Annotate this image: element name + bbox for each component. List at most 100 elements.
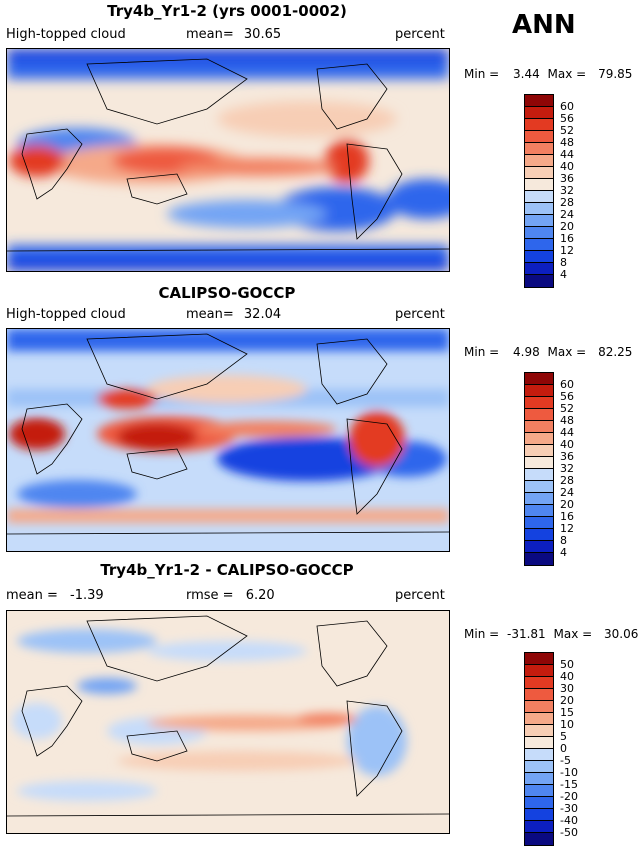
colorbar-swatch <box>525 191 553 203</box>
colorbar-swatch <box>525 749 553 761</box>
colorbar-label: 12 <box>560 244 574 257</box>
colorbar-label: 4 <box>560 268 567 281</box>
colorbar-swatch <box>525 373 553 385</box>
panel-1-minmax: Min = 3.44 Max = 79.85 <box>464 67 632 81</box>
colorbar-swatch <box>525 665 553 677</box>
colorbar-swatch <box>525 737 553 749</box>
panel-3-max-value: 30.06 <box>604 627 639 641</box>
colorbar-label: 60 <box>560 378 574 391</box>
colorbar-swatch <box>525 481 553 493</box>
panel-1-map <box>6 48 450 272</box>
colorbar-label: 40 <box>560 438 574 451</box>
panel-2-min-label: Min = <box>464 345 500 359</box>
panel-3-title: Try4b_Yr1-2 - CALIPSO-GOCCP <box>100 561 354 579</box>
panel-2-max-label: Max = <box>547 345 587 359</box>
panel-2-title: CALIPSO-GOCCP <box>158 284 296 302</box>
panel-2-mean-group: mean= 32.04 <box>186 307 281 322</box>
colorbar-swatch <box>525 421 553 433</box>
panel-3-mean-group: mean = -1.39 <box>6 588 104 603</box>
panel-1-min-label: Min = <box>464 67 500 81</box>
colorbar-swatch <box>525 275 553 287</box>
season-label: ANN <box>512 10 576 40</box>
colorbar-label: 52 <box>560 402 574 415</box>
colorbar-swatch <box>525 773 553 785</box>
colorbar-label: 24 <box>560 486 574 499</box>
colorbar-label: 44 <box>560 426 574 439</box>
panel-3-minmax: Min = -31.81 Max = 30.06 <box>464 627 638 641</box>
colorbar-swatch <box>525 689 553 701</box>
panel-3-mean-value: -1.39 <box>70 588 104 603</box>
colorbar-label: 20 <box>560 220 574 233</box>
colorbar-label: -15 <box>560 778 578 791</box>
colorbar-label: 36 <box>560 450 574 463</box>
colorbar-label: 52 <box>560 124 574 137</box>
colorbar-swatch <box>525 469 553 481</box>
colorbar-label: 56 <box>560 390 574 403</box>
panel-3-min-value: -31.81 <box>507 627 546 641</box>
panel-1-mean-group: mean= 30.65 <box>186 27 281 42</box>
colorbar-label: 32 <box>560 184 574 197</box>
colorbar-swatch <box>525 797 553 809</box>
colorbar-label: 20 <box>560 498 574 511</box>
panel-3-min-label: Min = <box>464 627 500 641</box>
colorbar-swatch <box>525 653 553 665</box>
colorbar-swatch <box>525 529 553 541</box>
panel-2-max-value: 82.25 <box>598 345 633 359</box>
panel-3-colorbar <box>524 652 554 846</box>
colorbar-label: -30 <box>560 802 578 815</box>
panel-2-map-svg <box>7 329 449 551</box>
panel-3-units: percent <box>395 588 445 603</box>
colorbar-swatch <box>525 541 553 553</box>
colorbar-label: 8 <box>560 256 567 269</box>
panel-3-map-svg <box>7 611 449 833</box>
colorbar-label: 10 <box>560 718 574 731</box>
colorbar-label: 56 <box>560 112 574 125</box>
colorbar-swatch <box>525 713 553 725</box>
panel-1-units: percent <box>395 27 445 42</box>
panel-1-title: Try4b_Yr1-2 (yrs 0001-0002) <box>107 2 347 20</box>
colorbar-label: 4 <box>560 546 567 559</box>
colorbar-swatch <box>525 215 553 227</box>
colorbar-swatch <box>525 227 553 239</box>
colorbar-swatch <box>525 433 553 445</box>
colorbar-swatch <box>525 131 553 143</box>
panel-3-mean-label: mean = <box>6 588 58 603</box>
panel-2-map <box>6 328 450 552</box>
colorbar-swatch <box>525 155 553 167</box>
colorbar-label: 60 <box>560 100 574 113</box>
colorbar-swatch <box>525 725 553 737</box>
colorbar-swatch <box>525 821 553 833</box>
panel-1-max-value: 79.85 <box>598 67 633 81</box>
panel-1-map-svg <box>7 49 449 271</box>
colorbar-label: 48 <box>560 136 574 149</box>
colorbar-swatch <box>525 385 553 397</box>
panel-1-mean-value: 30.65 <box>243 27 282 42</box>
colorbar-label: 50 <box>560 658 574 671</box>
colorbar-label: 16 <box>560 232 574 245</box>
colorbar-label: 32 <box>560 462 574 475</box>
colorbar-swatch <box>525 457 553 469</box>
colorbar-swatch <box>525 677 553 689</box>
colorbar-label: -40 <box>560 814 578 827</box>
colorbar-swatch <box>525 119 553 131</box>
colorbar-swatch <box>525 505 553 517</box>
colorbar-label: 48 <box>560 414 574 427</box>
panel-3-map <box>6 610 450 834</box>
colorbar-label: 24 <box>560 208 574 221</box>
panel-1-mean-label: mean= <box>186 27 234 42</box>
colorbar-label: 15 <box>560 706 574 719</box>
colorbar-swatch <box>525 493 553 505</box>
colorbar-label: 16 <box>560 510 574 523</box>
panel-3-max-label: Max = <box>553 627 593 641</box>
panel-2-mean-value: 32.04 <box>243 307 282 322</box>
colorbar-swatch <box>525 809 553 821</box>
panel-2-min-value: 4.98 <box>513 345 540 359</box>
colorbar-swatch <box>525 517 553 529</box>
panel-2-mean-label: mean= <box>186 307 234 322</box>
colorbar-label: 30 <box>560 682 574 695</box>
colorbar-swatch <box>525 833 553 845</box>
colorbar-swatch <box>525 701 553 713</box>
colorbar-label: 44 <box>560 148 574 161</box>
colorbar-label: 0 <box>560 742 567 755</box>
panel-1-colorbar <box>524 94 554 288</box>
